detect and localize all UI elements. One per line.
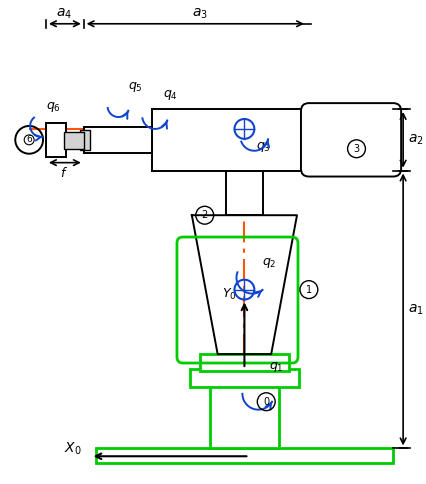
Text: $f$: $f$ [60, 166, 68, 180]
Bar [84, 127, 152, 153]
Bar [46, 123, 66, 157]
Bar [190, 369, 299, 387]
Bar [95, 448, 393, 463]
Bar [64, 132, 84, 149]
Bar [152, 109, 307, 170]
Text: $q_4$: $q_4$ [163, 88, 178, 102]
Bar [80, 130, 89, 150]
Text: $a_3$: $a_3$ [192, 7, 208, 21]
Text: 3: 3 [354, 144, 360, 154]
Text: $a_1$: $a_1$ [408, 302, 424, 317]
Text: $q_3$: $q_3$ [256, 140, 271, 154]
Text: 1: 1 [306, 285, 312, 295]
Text: $a_2$: $a_2$ [408, 133, 424, 147]
Bar [226, 170, 263, 215]
Text: $a_4$: $a_4$ [56, 7, 72, 21]
Text: $q_2$: $q_2$ [262, 256, 277, 270]
Text: $Y_0$: $Y_0$ [222, 287, 236, 302]
Text: $q_1$: $q_1$ [269, 360, 284, 374]
Text: 6: 6 [26, 136, 32, 144]
FancyBboxPatch shape [301, 103, 401, 177]
Text: $X_0$: $X_0$ [64, 440, 82, 456]
Bar [210, 384, 279, 448]
Text: 0: 0 [263, 397, 269, 407]
Text: 2: 2 [201, 210, 208, 220]
Bar [200, 354, 289, 371]
Text: $q_6$: $q_6$ [46, 100, 61, 114]
Text: $q_5$: $q_5$ [128, 80, 143, 94]
